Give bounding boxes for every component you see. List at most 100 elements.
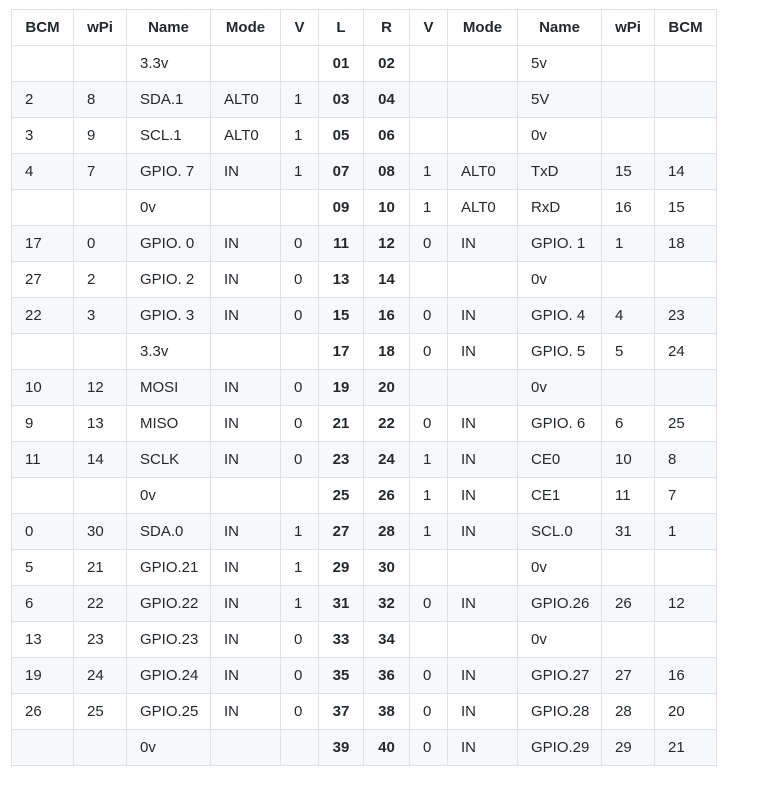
cell-mode-left: IN xyxy=(210,225,281,262)
cell-wpi-right: 28 xyxy=(601,693,655,730)
cell-bcm-right: 23 xyxy=(654,297,717,334)
cell-bcm-left: 9 xyxy=(11,405,74,442)
cell-v-right: 0 xyxy=(409,693,448,730)
cell-bcm-left xyxy=(11,729,74,766)
cell-v-right: 0 xyxy=(409,225,448,262)
cell-bcm-right xyxy=(654,117,717,154)
column-header-name-right: Name xyxy=(517,9,602,46)
cell-wpi-right: 1 xyxy=(601,225,655,262)
cell-name-right: GPIO. 4 xyxy=(517,297,602,334)
cell-bcm-left xyxy=(11,333,74,370)
column-header-v-left: V xyxy=(280,9,319,46)
cell-v-left: 1 xyxy=(280,513,319,550)
cell-bcm-left: 3 xyxy=(11,117,74,154)
cell-wpi-right: 4 xyxy=(601,297,655,334)
table-row: 0v 25 26 1 IN CE1 11 7 xyxy=(11,477,717,514)
cell-wpi-left xyxy=(73,477,127,514)
table-row: 0v 09 10 1 ALT0 RxD 16 15 xyxy=(11,189,717,226)
cell-pin-left: 23 xyxy=(318,441,364,478)
cell-bcm-left: 26 xyxy=(11,693,74,730)
cell-pin-right: 40 xyxy=(363,729,410,766)
cell-v-left: 0 xyxy=(280,405,319,442)
cell-mode-left xyxy=(210,45,281,82)
cell-wpi-right xyxy=(601,261,655,298)
cell-mode-right xyxy=(447,549,518,586)
cell-v-left: 0 xyxy=(280,225,319,262)
table-row: 26 25 GPIO.25 IN 0 37 38 0 IN GPIO.28 28 20 xyxy=(11,693,717,730)
cell-v-left: 1 xyxy=(280,153,319,190)
cell-name-left: MISO xyxy=(126,405,211,442)
cell-bcm-right: 8 xyxy=(654,441,717,478)
table-row: 6 22 GPIO.22 IN 1 31 32 0 IN GPIO.26 26 12 xyxy=(11,585,717,622)
table-row: 3 9 SCL.1 ALT0 1 05 06 0v xyxy=(11,117,717,154)
column-header-pin-left: L xyxy=(318,9,364,46)
cell-pin-left: 35 xyxy=(318,657,364,694)
cell-name-left: 3.3v xyxy=(126,333,211,370)
cell-name-right: 0v xyxy=(517,549,602,586)
cell-v-left: 1 xyxy=(280,117,319,154)
cell-mode-left: IN xyxy=(210,405,281,442)
cell-name-right: 0v xyxy=(517,261,602,298)
cell-pin-left: 07 xyxy=(318,153,364,190)
cell-mode-left: ALT0 xyxy=(210,117,281,154)
cell-pin-left: 09 xyxy=(318,189,364,226)
cell-pin-left: 17 xyxy=(318,333,364,370)
cell-mode-right xyxy=(447,81,518,118)
cell-name-left: GPIO.24 xyxy=(126,657,211,694)
cell-name-right: RxD xyxy=(517,189,602,226)
cell-bcm-right: 15 xyxy=(654,189,717,226)
cell-bcm-left: 6 xyxy=(11,585,74,622)
cell-name-right: GPIO. 1 xyxy=(517,225,602,262)
cell-pin-right: 20 xyxy=(363,369,410,406)
cell-pin-left: 13 xyxy=(318,261,364,298)
cell-bcm-right: 20 xyxy=(654,693,717,730)
cell-name-right: CE1 xyxy=(517,477,602,514)
cell-v-right: 0 xyxy=(409,405,448,442)
cell-mode-right: IN xyxy=(447,405,518,442)
cell-mode-left: IN xyxy=(210,693,281,730)
cell-pin-right: 38 xyxy=(363,693,410,730)
cell-pin-right: 04 xyxy=(363,81,410,118)
cell-mode-left: IN xyxy=(210,369,281,406)
cell-mode-left: IN xyxy=(210,621,281,658)
cell-wpi-left: 22 xyxy=(73,585,127,622)
cell-name-left: GPIO. 2 xyxy=(126,261,211,298)
cell-wpi-right: 26 xyxy=(601,585,655,622)
cell-v-right xyxy=(409,621,448,658)
cell-v-left xyxy=(280,45,319,82)
cell-v-left xyxy=(280,729,319,766)
cell-mode-left: IN xyxy=(210,585,281,622)
column-header-bcm-right: BCM xyxy=(654,9,717,46)
cell-v-right: 0 xyxy=(409,333,448,370)
cell-name-right: SCL.0 xyxy=(517,513,602,550)
cell-bcm-left: 22 xyxy=(11,297,74,334)
table-row: 19 24 GPIO.24 IN 0 35 36 0 IN GPIO.27 27 16 xyxy=(11,657,717,694)
cell-v-right xyxy=(409,81,448,118)
cell-wpi-left: 3 xyxy=(73,297,127,334)
cell-wpi-left: 2 xyxy=(73,261,127,298)
cell-bcm-left: 2 xyxy=(11,81,74,118)
cell-v-left: 0 xyxy=(280,621,319,658)
cell-v-left: 0 xyxy=(280,297,319,334)
cell-bcm-left: 4 xyxy=(11,153,74,190)
cell-v-left: 0 xyxy=(280,657,319,694)
cell-name-left: GPIO.22 xyxy=(126,585,211,622)
cell-wpi-left xyxy=(73,45,127,82)
cell-v-left: 1 xyxy=(280,585,319,622)
cell-bcm-right xyxy=(654,261,717,298)
cell-v-right xyxy=(409,117,448,154)
cell-pin-left: 21 xyxy=(318,405,364,442)
cell-name-right: 5v xyxy=(517,45,602,82)
cell-mode-left xyxy=(210,477,281,514)
cell-pin-right: 22 xyxy=(363,405,410,442)
cell-pin-right: 14 xyxy=(363,261,410,298)
cell-pin-left: 15 xyxy=(318,297,364,334)
column-header-pin-right: R xyxy=(363,9,410,46)
column-header-mode-right: Mode xyxy=(447,9,518,46)
cell-pin-right: 10 xyxy=(363,189,410,226)
cell-name-left: GPIO.23 xyxy=(126,621,211,658)
cell-v-left xyxy=(280,189,319,226)
cell-wpi-left: 12 xyxy=(73,369,127,406)
cell-mode-right: IN xyxy=(447,441,518,478)
cell-pin-right: 28 xyxy=(363,513,410,550)
